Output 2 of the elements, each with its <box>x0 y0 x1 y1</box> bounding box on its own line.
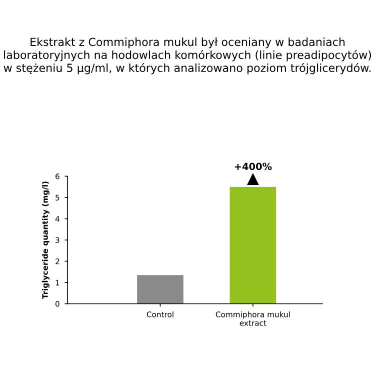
annotation: +400% <box>234 162 272 170</box>
chart-title: Ekstrakt z Commiphora mukul był oceniany w badaniach laboratoryjnych na hodowlach komórkowych (linie preadipocytów) w stężeniu 5 µg/ml, w których analizowano poziom trójglicerydów. <box>4 38 372 74</box>
